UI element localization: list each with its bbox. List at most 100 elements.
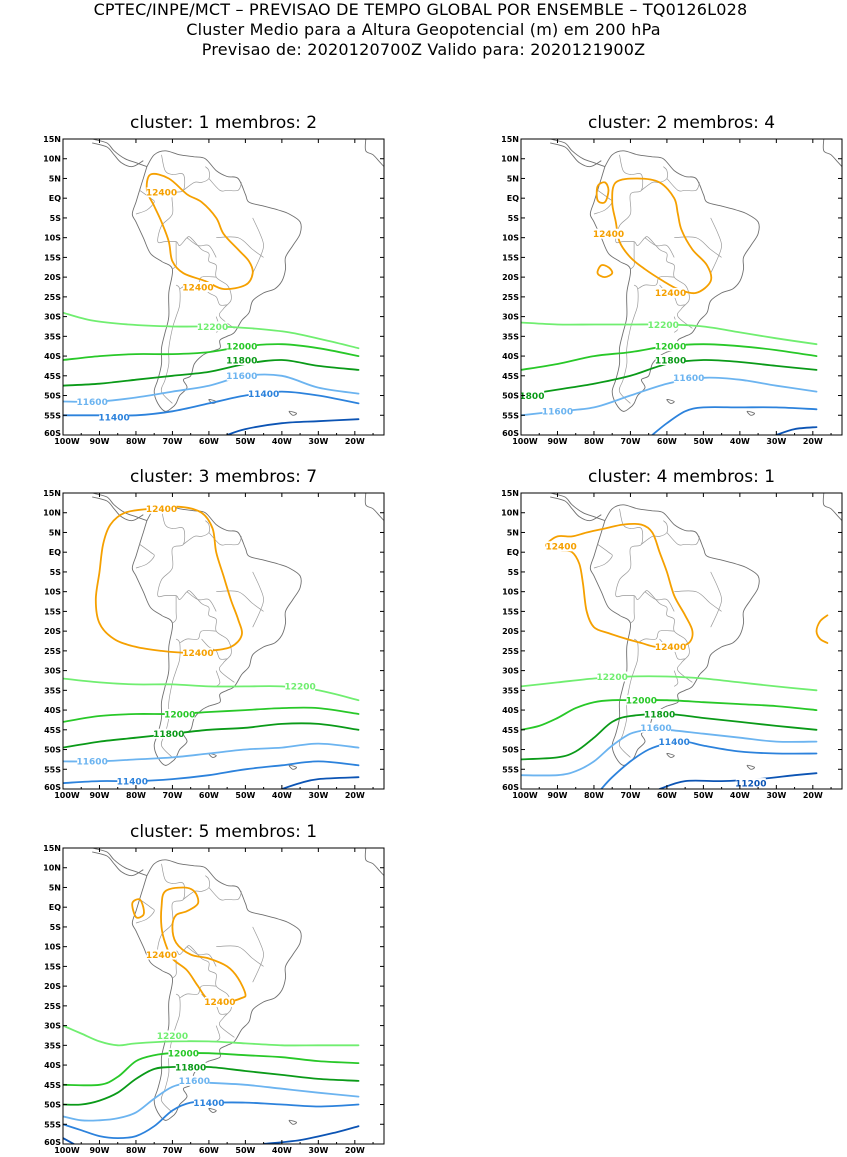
lon-tick-label: 80W <box>126 791 146 800</box>
contour-12400 <box>815 614 829 644</box>
contour-label: 12000 <box>168 1050 199 1060</box>
lat-tick-label: 20S <box>502 273 519 282</box>
lon-tick-label: 20W <box>345 437 365 446</box>
contour-label: 12000 <box>655 343 686 353</box>
contour-label: 1800 <box>519 392 544 402</box>
lat-tick-label: 5N <box>507 528 519 537</box>
lat-tick-label: 55S <box>502 411 519 420</box>
contour-label: 12400 <box>204 998 235 1008</box>
lat-tick-label: 30S <box>502 667 519 676</box>
contour-label: 12200 <box>648 321 679 331</box>
map-frame <box>62 138 385 436</box>
lat-tick-label: 60S <box>502 783 519 792</box>
lon-tick-label: 90W <box>89 791 109 800</box>
contour-label: 11400 <box>98 414 129 424</box>
contour-12400 <box>595 181 610 204</box>
lon-tick-label: 90W <box>89 437 109 446</box>
lat-tick-label: 55S <box>44 1120 61 1129</box>
lon-tick-label: 40W <box>272 1146 292 1155</box>
lat-tick-label: 45S <box>502 726 519 735</box>
contour-12400 <box>160 886 247 1004</box>
contour-11400 <box>600 740 818 789</box>
contour-label: 11600 <box>640 724 671 734</box>
contour-label: 12200 <box>197 323 228 333</box>
contour-11800 <box>521 713 818 761</box>
contour-label: 12400 <box>146 189 177 199</box>
contour-label: 11800 <box>226 356 257 366</box>
contour-label: 11200 <box>735 779 766 789</box>
lon-tick-label: 30W <box>766 791 786 800</box>
coastline <box>92 139 384 416</box>
lon-tick-label: 40W <box>730 437 750 446</box>
lon-tick-label: 40W <box>272 791 292 800</box>
contour-12200 <box>521 675 818 692</box>
lat-tick-label: 45S <box>44 726 61 735</box>
lat-tick-label: 35S <box>44 332 61 341</box>
lat-tick-label: 25S <box>44 293 61 302</box>
lon-tick-label: 100W <box>512 791 538 800</box>
lat-tick-label: 20S <box>44 627 61 636</box>
lat-tick-label: 45S <box>44 1081 61 1090</box>
lat-tick-label: 10N <box>43 509 61 518</box>
panel-title-3: cluster: 3 membros: 7 <box>129 467 318 487</box>
lat-tick-label: 40S <box>502 352 519 361</box>
lat-tick-label: 25S <box>502 647 519 656</box>
contour-label: 12400 <box>146 951 177 961</box>
lat-tick-label: 25S <box>44 1002 61 1011</box>
lat-tick-label: 45S <box>44 372 61 381</box>
lat-tick-label: 60S <box>44 429 61 438</box>
contour-12000 <box>63 343 360 361</box>
lat-tick-label: 50S <box>44 746 61 755</box>
lat-tick-label: 30S <box>44 313 61 322</box>
contour-12400 <box>94 505 243 654</box>
contour-11600 <box>63 1081 360 1122</box>
lat-tick-label: 10S <box>502 234 519 243</box>
lat-tick-label: 15S <box>502 253 519 262</box>
lat-tick-label: 15S <box>44 607 61 616</box>
panel-title-2: cluster: 2 membros: 4 <box>587 113 776 133</box>
lat-tick-label: 45S <box>502 372 519 381</box>
contour-11800 <box>63 722 360 749</box>
lat-tick-label: EQ <box>49 903 61 912</box>
lat-tick-label: 35S <box>502 332 519 341</box>
lat-tick-label: 5S <box>50 568 62 577</box>
lon-tick-label: 30W <box>308 437 328 446</box>
lat-tick-label: 60S <box>502 429 519 438</box>
contour-11600 <box>63 373 360 403</box>
lon-tick-label: 80W <box>126 1146 146 1155</box>
contour-label: 11800 <box>175 1063 206 1073</box>
contour-label: 11600 <box>77 758 108 768</box>
lon-tick-label: 90W <box>547 437 567 446</box>
lat-tick-label: EQ <box>507 194 519 203</box>
coastline <box>92 493 384 770</box>
contour-label: 11400 <box>248 390 279 400</box>
contour-label: 11600 <box>673 374 704 384</box>
lat-tick-label: 15S <box>44 962 61 971</box>
contour-12400 <box>131 898 145 919</box>
contour-11400 <box>63 1101 360 1139</box>
lat-tick-label: 5N <box>507 174 519 183</box>
lon-tick-label: 80W <box>584 437 604 446</box>
lat-tick-label: 10S <box>44 943 61 952</box>
map-frame <box>520 138 843 436</box>
contour-label: 12400 <box>545 543 576 553</box>
lat-tick-label: 25S <box>502 293 519 302</box>
lon-tick-label: 100W <box>54 1146 80 1155</box>
lat-tick-label: 60S <box>44 1138 61 1147</box>
contour-12000 <box>63 706 360 723</box>
lat-tick-label: 10S <box>502 588 519 597</box>
lat-tick-label: 40S <box>502 706 519 715</box>
lat-tick-label: 15S <box>44 253 61 262</box>
lon-tick-label: 70W <box>620 791 640 800</box>
lat-tick-label: 15N <box>501 489 519 498</box>
contour-label: 12000 <box>164 710 195 720</box>
coastline <box>92 848 384 1125</box>
contour-11600 <box>521 728 818 777</box>
lon-tick-label: 50W <box>693 791 713 800</box>
contour-label: 11600 <box>179 1077 210 1087</box>
map-panel-5: 12400 12400 12200 12000 11800 11600 11400 15N 10… <box>43 844 385 1155</box>
lat-tick-label: EQ <box>49 548 61 557</box>
lat-tick-label: 20S <box>44 982 61 991</box>
lon-tick-label: 60W <box>199 1146 219 1155</box>
